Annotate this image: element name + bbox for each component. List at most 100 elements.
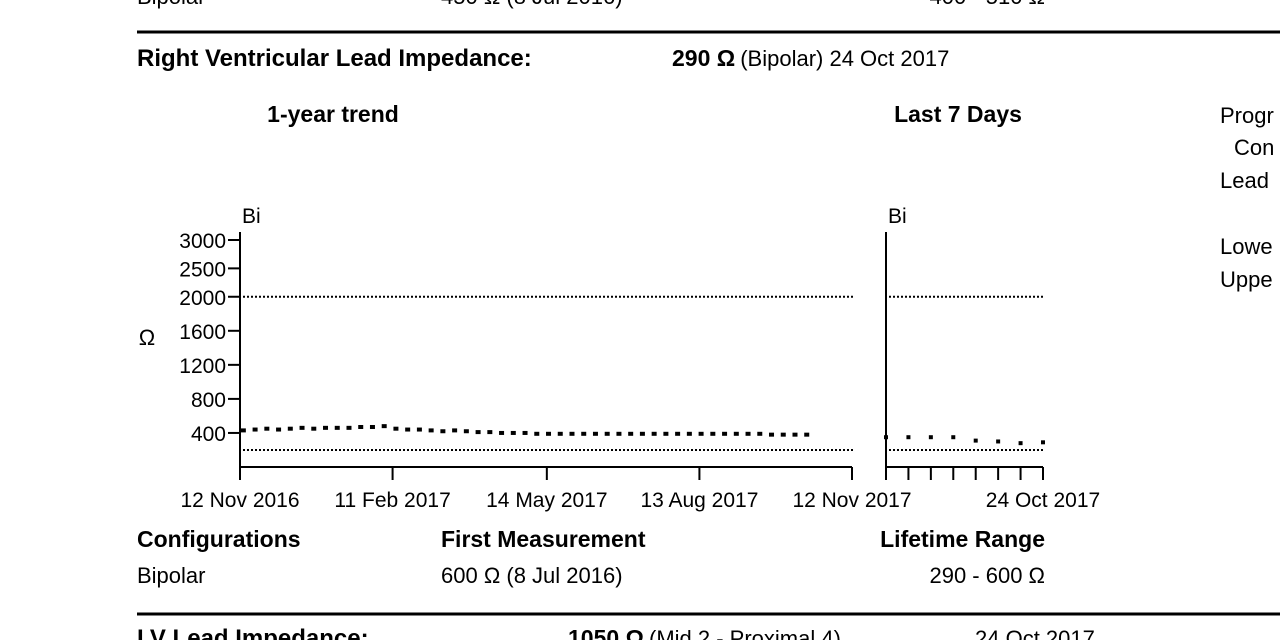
y-tick-label: 400 bbox=[191, 423, 226, 446]
data-point bbox=[405, 427, 411, 432]
side-label: Progr bbox=[1220, 103, 1274, 128]
x-tick-label: 12 Nov 2017 bbox=[792, 489, 911, 512]
y-tick-label: 3000 bbox=[179, 230, 226, 253]
data-point bbox=[884, 435, 888, 440]
data-point bbox=[928, 435, 933, 440]
data-point bbox=[651, 431, 657, 436]
table-header: Lifetime Range bbox=[880, 526, 1045, 552]
y-tick-label: 2500 bbox=[179, 258, 226, 281]
data-point bbox=[428, 428, 434, 433]
summary-date: 24 Oct 2017 bbox=[975, 626, 1095, 640]
table-cell: 290 - 600 Ω bbox=[929, 563, 1045, 588]
side-label: Lead bbox=[1220, 168, 1269, 193]
table-header: First Measurement bbox=[441, 526, 646, 552]
series-label: Bi bbox=[242, 205, 261, 228]
data-point bbox=[369, 424, 375, 429]
y-tick-label: 1600 bbox=[179, 321, 226, 344]
data-point bbox=[346, 425, 352, 430]
table-cell: 600 Ω (8 Jul 2016) bbox=[441, 563, 623, 588]
data-point bbox=[710, 431, 716, 436]
data-point bbox=[733, 431, 739, 436]
x-tick-label: 11 Feb 2017 bbox=[334, 489, 450, 512]
y-axis-label: Ω bbox=[139, 325, 155, 350]
data-point bbox=[416, 427, 422, 432]
chart-title: Last 7 Days bbox=[894, 101, 1022, 127]
summary-value: 1050 Ω bbox=[568, 625, 644, 640]
top-cell: 400 - 510 Ω bbox=[929, 0, 1045, 9]
data-point bbox=[604, 431, 610, 436]
data-point bbox=[534, 431, 540, 436]
x-tick-label: 14 May 2017 bbox=[486, 489, 607, 512]
data-point bbox=[1018, 441, 1023, 446]
data-point bbox=[475, 430, 481, 435]
data-point bbox=[276, 427, 282, 432]
x-tick-label: 12 Nov 2016 bbox=[180, 489, 299, 512]
data-point bbox=[440, 429, 446, 434]
data-point bbox=[722, 431, 728, 436]
data-point bbox=[616, 431, 622, 436]
data-point bbox=[264, 426, 270, 431]
table-header: Configurations bbox=[137, 526, 301, 552]
data-point bbox=[557, 431, 563, 436]
data-point bbox=[463, 429, 469, 434]
data-point bbox=[792, 432, 798, 437]
y-tick-label: 1200 bbox=[179, 355, 226, 378]
data-point bbox=[996, 439, 1001, 444]
y-tick-label: 2000 bbox=[179, 287, 226, 310]
data-point bbox=[951, 435, 956, 440]
data-point bbox=[663, 431, 669, 436]
data-point bbox=[675, 431, 681, 436]
chart-title: 1-year trend bbox=[267, 101, 399, 127]
data-point bbox=[686, 431, 692, 436]
section-summary: 1050 Ω (Mid 2 - Proximal 4) bbox=[568, 625, 841, 640]
data-point bbox=[698, 431, 704, 436]
data-point bbox=[487, 430, 493, 435]
data-point bbox=[240, 428, 246, 433]
data-point bbox=[499, 430, 505, 435]
data-point bbox=[973, 438, 978, 443]
data-point bbox=[628, 431, 634, 436]
summary-detail: (Bipolar) 24 Oct 2017 bbox=[740, 46, 949, 71]
x-tick-label: 24 Oct 2017 bbox=[986, 489, 1100, 512]
data-point bbox=[581, 431, 587, 436]
data-point bbox=[639, 431, 645, 436]
data-point bbox=[546, 431, 552, 436]
data-point bbox=[299, 425, 305, 430]
data-point bbox=[358, 424, 364, 429]
section-title: Right Ventricular Lead Impedance: bbox=[137, 45, 532, 72]
series-label: Bi bbox=[888, 205, 907, 228]
x-tick-label: 13 Aug 2017 bbox=[640, 489, 758, 512]
data-point bbox=[592, 431, 598, 436]
data-point bbox=[452, 428, 458, 433]
side-label: Con bbox=[1234, 135, 1274, 160]
top-cell: Bipolar bbox=[137, 0, 205, 9]
top-cell: 450 Ω (8 Jul 2016) bbox=[441, 0, 623, 9]
data-point bbox=[1041, 440, 1045, 445]
data-point bbox=[569, 431, 575, 436]
data-point bbox=[804, 432, 810, 437]
y-tick-label: 800 bbox=[191, 389, 226, 412]
data-point bbox=[393, 426, 399, 431]
data-point bbox=[334, 425, 340, 430]
summary-value: 290 Ω bbox=[672, 45, 735, 71]
side-label: Uppe bbox=[1220, 267, 1273, 292]
section-summary: 290 Ω (Bipolar) 24 Oct 2017 bbox=[672, 45, 949, 71]
data-point bbox=[522, 430, 528, 435]
data-point bbox=[780, 432, 786, 437]
data-point bbox=[311, 426, 317, 431]
summary-detail: (Mid 2 - Proximal 4) bbox=[649, 626, 841, 640]
data-point bbox=[323, 425, 329, 430]
data-point bbox=[906, 435, 911, 440]
data-point bbox=[381, 424, 387, 429]
data-point bbox=[287, 426, 293, 431]
data-point bbox=[745, 431, 751, 436]
data-point bbox=[252, 427, 258, 432]
table-cell: Bipolar bbox=[137, 563, 205, 588]
data-point bbox=[510, 430, 516, 435]
section-title: LV Lead Impedance: bbox=[137, 625, 369, 640]
data-point bbox=[769, 432, 775, 437]
data-point bbox=[757, 431, 763, 436]
side-label: Lowe bbox=[1220, 234, 1273, 259]
